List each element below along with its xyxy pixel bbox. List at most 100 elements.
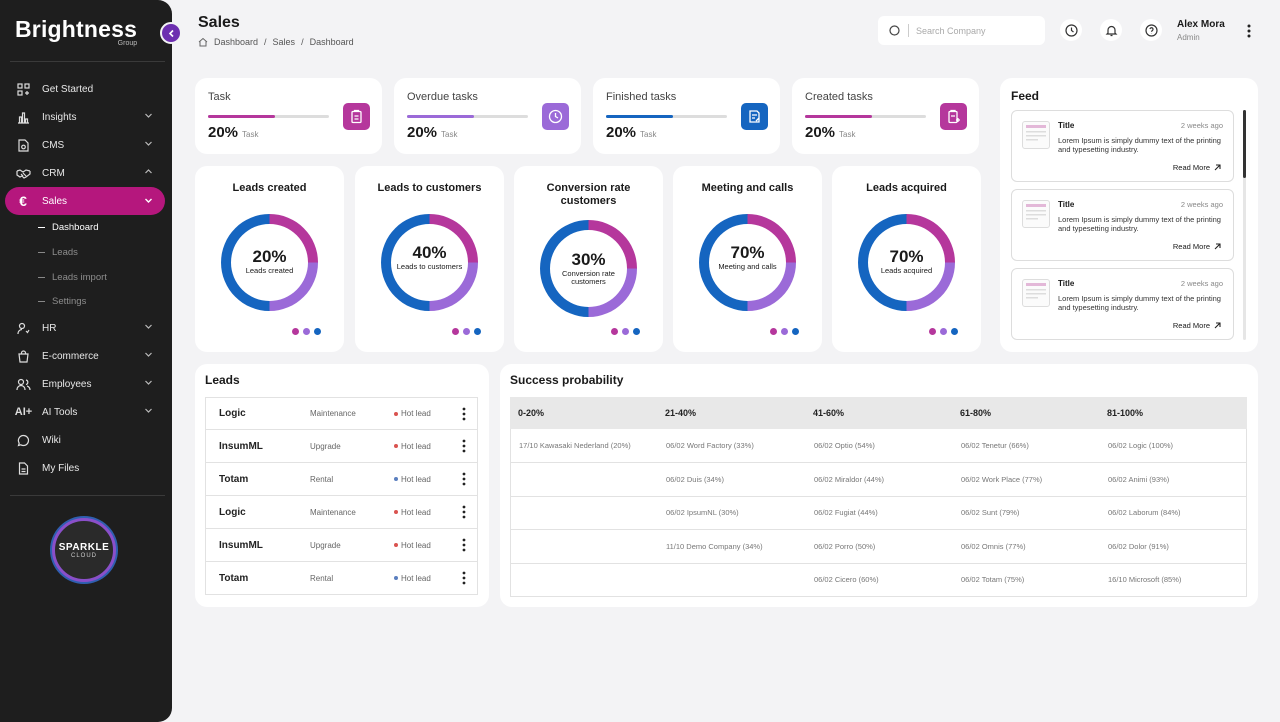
search-input[interactable]: Search Company xyxy=(878,16,1045,45)
dot[interactable] xyxy=(792,328,799,335)
read-more-link[interactable]: Read More xyxy=(1173,321,1221,330)
column-header[interactable]: 81-100% xyxy=(1107,408,1144,418)
more-options-icon[interactable] xyxy=(462,472,466,486)
user-name[interactable]: Alex Mora xyxy=(1177,19,1225,30)
table-cell[interactable]: 06/02 Word Factory (33%) xyxy=(666,441,754,450)
dot[interactable] xyxy=(940,328,947,335)
sidebar-item-cms[interactable]: CMS xyxy=(5,132,165,158)
table-cell[interactable]: 06/02 Logic (100%) xyxy=(1108,441,1174,450)
table-cell[interactable]: 06/02 Omnis (77%) xyxy=(961,542,1026,551)
collapse-sidebar-button[interactable] xyxy=(160,22,182,44)
column-header[interactable]: 61-80% xyxy=(960,408,992,418)
dot[interactable] xyxy=(474,328,481,335)
dot[interactable] xyxy=(781,328,788,335)
clock-button[interactable] xyxy=(1060,19,1082,41)
lead-row[interactable]: InsumML Upgrade Hot lead xyxy=(205,529,478,562)
table-cell[interactable]: 06/02 Animi (93%) xyxy=(1108,475,1170,484)
lead-row[interactable]: Totam Rental Hot lead xyxy=(205,463,478,496)
dot[interactable] xyxy=(633,328,640,335)
table-cell[interactable]: 06/02 Sunt (79%) xyxy=(961,508,1020,517)
sidebar-item-ecommerce[interactable]: E-commerce xyxy=(5,343,165,369)
table-cell[interactable]: 17/10 Kawasaki Nederland (20%) xyxy=(519,441,631,450)
created-tasks-card[interactable]: Created tasks 20% Task xyxy=(792,78,979,154)
table-cell[interactable]: 06/02 Cicero (60%) xyxy=(814,575,879,584)
table-cell[interactable]: 06/02 Dolor (91%) xyxy=(1108,542,1169,551)
dot[interactable] xyxy=(770,328,777,335)
donut-card-leads-created[interactable]: Leads created 20% Leads created xyxy=(195,166,344,352)
column-header[interactable]: 21-40% xyxy=(665,408,697,418)
dot[interactable] xyxy=(292,328,299,335)
sidebar-subitem-settings[interactable]: Settings xyxy=(38,296,86,307)
sidebar-subitem-leads-import[interactable]: Leads import xyxy=(38,272,107,283)
table-cell[interactable]: 11/10 Demo Company (34%) xyxy=(666,542,763,551)
dot[interactable] xyxy=(314,328,321,335)
donut-card-leads-acquired[interactable]: Leads acquired 70% Leads acquired xyxy=(832,166,981,352)
table-cell[interactable]: 16/10 Microsoft (85%) xyxy=(1108,575,1182,584)
sidebar-item-employees[interactable]: Employees xyxy=(5,371,165,397)
read-more-link[interactable]: Read More xyxy=(1173,163,1221,172)
breadcrumb-item[interactable]: Dashboard xyxy=(309,37,354,47)
sidebar-subitem-dashboard[interactable]: Dashboard xyxy=(38,222,98,233)
dot[interactable] xyxy=(303,328,310,335)
lead-row[interactable]: InsumML Upgrade Hot lead xyxy=(205,430,478,463)
search-divider xyxy=(908,24,909,37)
lead-name: Logic xyxy=(219,408,246,419)
breadcrumb-item[interactable]: Sales xyxy=(272,37,296,47)
more-options-icon[interactable] xyxy=(1247,24,1251,38)
feed-scrollbar[interactable] xyxy=(1243,110,1246,340)
finished-tasks-card[interactable]: Finished tasks 20% Task xyxy=(593,78,780,154)
feed-item[interactable]: Title 2 weeks ago Lorem Ipsum is simply … xyxy=(1011,268,1234,340)
sidebar-item-crm[interactable]: CRM xyxy=(5,160,165,186)
table-cell[interactable]: 06/02 Fugiat (44%) xyxy=(814,508,878,517)
sidebar-item-insights[interactable]: Insights xyxy=(5,104,165,130)
overdue-tasks-card[interactable]: Overdue tasks 20% Task xyxy=(394,78,581,154)
table-cell[interactable]: 06/02 Optio (54%) xyxy=(814,441,875,450)
more-options-icon[interactable] xyxy=(462,505,466,519)
sidebar-item-sales[interactable]: € Sales xyxy=(5,187,165,215)
donut-card-conversion-rate[interactable]: Conversion rate customers 30% Conversion… xyxy=(514,166,663,352)
task-card-value: 20% Task xyxy=(606,124,656,141)
sidebar-item-wiki[interactable]: Wiki xyxy=(5,427,165,453)
dot[interactable] xyxy=(452,328,459,335)
lead-row[interactable]: Logic Maintenance Hot lead xyxy=(205,397,478,430)
column-header[interactable]: 0-20% xyxy=(518,408,545,418)
sidebar-subitem-leads[interactable]: Leads xyxy=(38,247,78,258)
dot[interactable] xyxy=(463,328,470,335)
more-options-icon[interactable] xyxy=(462,407,466,421)
lead-row[interactable]: Logic Maintenance Hot lead xyxy=(205,496,478,529)
table-cell[interactable]: 06/02 Miraldor (44%) xyxy=(814,475,885,484)
table-cell[interactable]: 06/02 Laborum (84%) xyxy=(1108,508,1181,517)
sidebar-item-hr[interactable]: HR xyxy=(5,315,165,341)
scrollbar-thumb[interactable] xyxy=(1243,110,1246,178)
feed-item[interactable]: Title 2 weeks ago Lorem Ipsum is simply … xyxy=(1011,189,1234,261)
sparkle-cloud-badge[interactable]: SPARKLE CLOUD xyxy=(52,518,116,582)
table-cell[interactable]: 06/02 Tenetur (66%) xyxy=(961,441,1029,450)
task-card[interactable]: Task 20% Task xyxy=(195,78,382,154)
dot[interactable] xyxy=(929,328,936,335)
more-options-icon[interactable] xyxy=(462,571,466,585)
sidebar-item-my-files[interactable]: My Files xyxy=(5,455,165,481)
donut-card-meeting-and-calls[interactable]: Meeting and calls 70% Meeting and calls xyxy=(673,166,822,352)
table-cell[interactable]: 06/02 IpsumNL (30%) xyxy=(666,508,739,517)
read-more-link[interactable]: Read More xyxy=(1173,242,1221,251)
more-options-icon[interactable] xyxy=(462,538,466,552)
task-card-value: 20% Task xyxy=(208,124,258,141)
dot[interactable] xyxy=(622,328,629,335)
lead-row[interactable]: Totam Rental Hot lead xyxy=(205,562,478,595)
feed-item[interactable]: Title 2 weeks ago Lorem Ipsum is simply … xyxy=(1011,110,1234,182)
table-cell[interactable]: 06/02 Duis (34%) xyxy=(666,475,724,484)
notifications-button[interactable] xyxy=(1100,19,1122,41)
sidebar-item-ai-tools[interactable]: AI+ AI Tools xyxy=(5,399,165,425)
more-options-icon[interactable] xyxy=(462,439,466,453)
breadcrumb-item[interactable]: Dashboard xyxy=(214,37,259,47)
dot[interactable] xyxy=(611,328,618,335)
sidebar-item-get-started[interactable]: Get Started xyxy=(5,76,165,102)
brand-logo[interactable]: Brightness Group xyxy=(15,16,137,47)
donut-card-leads-to-customers[interactable]: Leads to customers 40% Leads to customer… xyxy=(355,166,504,352)
table-cell[interactable]: 06/02 Porro (50%) xyxy=(814,542,876,551)
column-header[interactable]: 41-60% xyxy=(813,408,845,418)
table-cell[interactable]: 06/02 Totam (75%) xyxy=(961,575,1025,584)
table-cell[interactable]: 06/02 Work Place (77%) xyxy=(961,475,1043,484)
help-button[interactable] xyxy=(1140,19,1162,41)
dot[interactable] xyxy=(951,328,958,335)
